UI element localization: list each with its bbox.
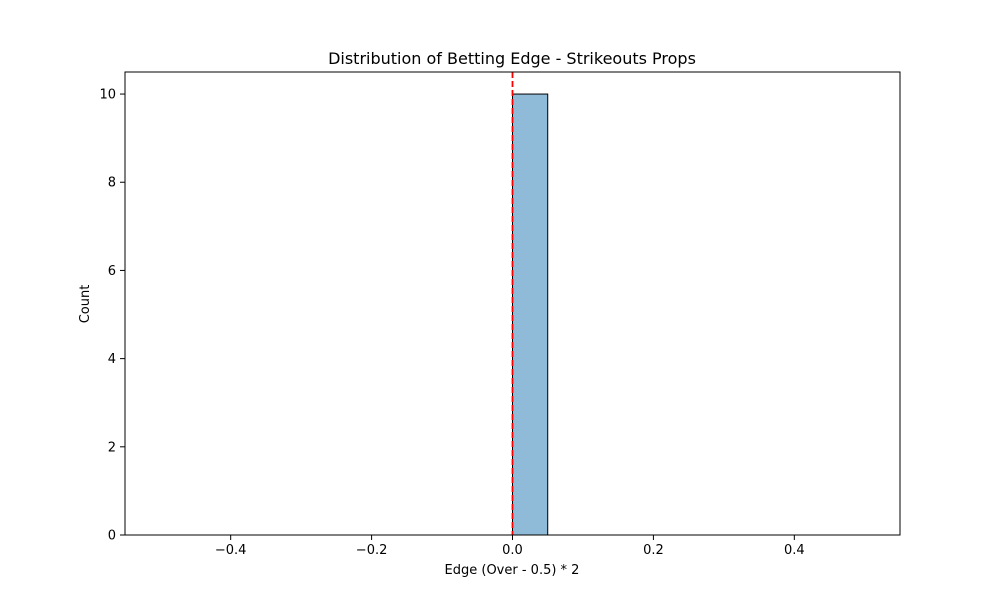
y-tick-label: 6 [108, 264, 116, 279]
x-tick-label: 0.2 [643, 543, 664, 558]
y-tick-label: 2 [108, 440, 116, 455]
x-tick-label: 0.4 [784, 543, 805, 558]
x-tick-label: −0.2 [356, 543, 388, 558]
bars-group [512, 93, 549, 536]
x-tick-label: 0.0 [502, 543, 523, 558]
x-axis-ticks: −0.4 −0.2 0.0 0.2 0.4 [215, 535, 805, 558]
histogram-bar [512, 93, 549, 536]
chart-title: Distribution of Betting Edge - Strikeout… [328, 49, 696, 68]
y-tick-label: 8 [108, 176, 116, 191]
x-tick-label: −0.4 [215, 543, 247, 558]
y-axis-ticks: 0 2 4 6 8 10 [99, 88, 125, 544]
y-tick-label: 0 [108, 529, 116, 544]
y-tick-label: 10 [99, 88, 116, 103]
y-axis-label: Count [78, 285, 93, 324]
y-tick-label: 4 [108, 352, 116, 367]
x-axis-label: Edge (Over - 0.5) * 2 [445, 563, 580, 578]
